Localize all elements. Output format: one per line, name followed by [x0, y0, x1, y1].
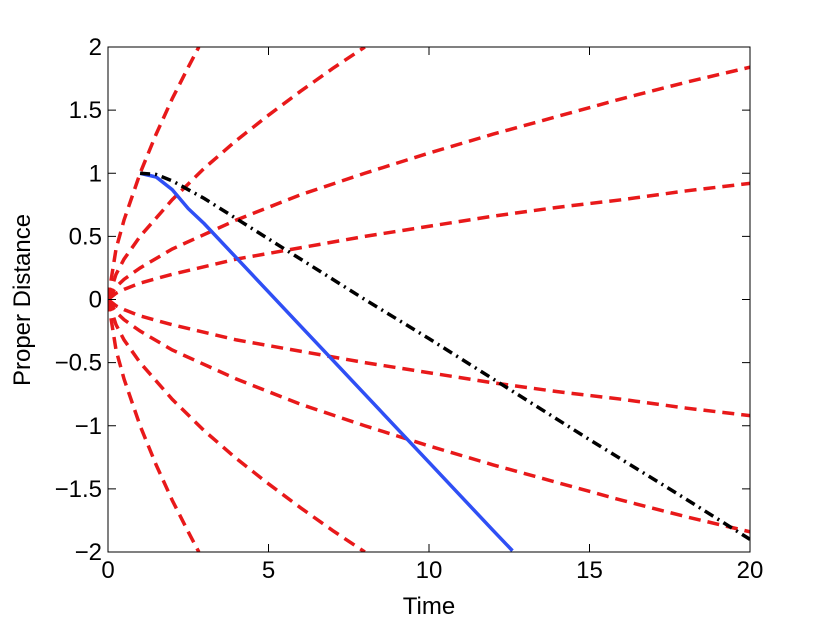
data-line — [108, 298, 750, 418]
y-axis-label: Proper Distance — [9, 214, 36, 386]
data-line — [108, 65, 750, 301]
data-line — [139, 171, 514, 552]
y-tick-label: 0.5 — [69, 223, 102, 250]
data-line — [108, 298, 366, 552]
x-tick-label: 20 — [737, 557, 764, 584]
x-tick-label: 0 — [101, 557, 114, 584]
y-tick-label: 1.5 — [69, 97, 102, 124]
x-tick-label: 10 — [416, 557, 443, 584]
y-tick-label: 2 — [89, 34, 102, 61]
y-tick-label: −1 — [75, 413, 102, 440]
plot-frame — [107, 46, 751, 553]
x-tick-label: 15 — [576, 557, 603, 584]
x-tick-label: 5 — [262, 557, 275, 584]
y-tick-label: −2 — [75, 539, 102, 566]
y-tick-label: −1.5 — [55, 476, 102, 503]
data-line — [108, 181, 750, 301]
data-line — [108, 298, 750, 534]
y-tick-label: −0.5 — [55, 350, 102, 377]
y-tick-label: 0 — [89, 287, 102, 314]
y-tick-label: 1 — [89, 160, 102, 187]
data-line — [139, 171, 750, 541]
x-axis-label: Time — [403, 593, 455, 620]
